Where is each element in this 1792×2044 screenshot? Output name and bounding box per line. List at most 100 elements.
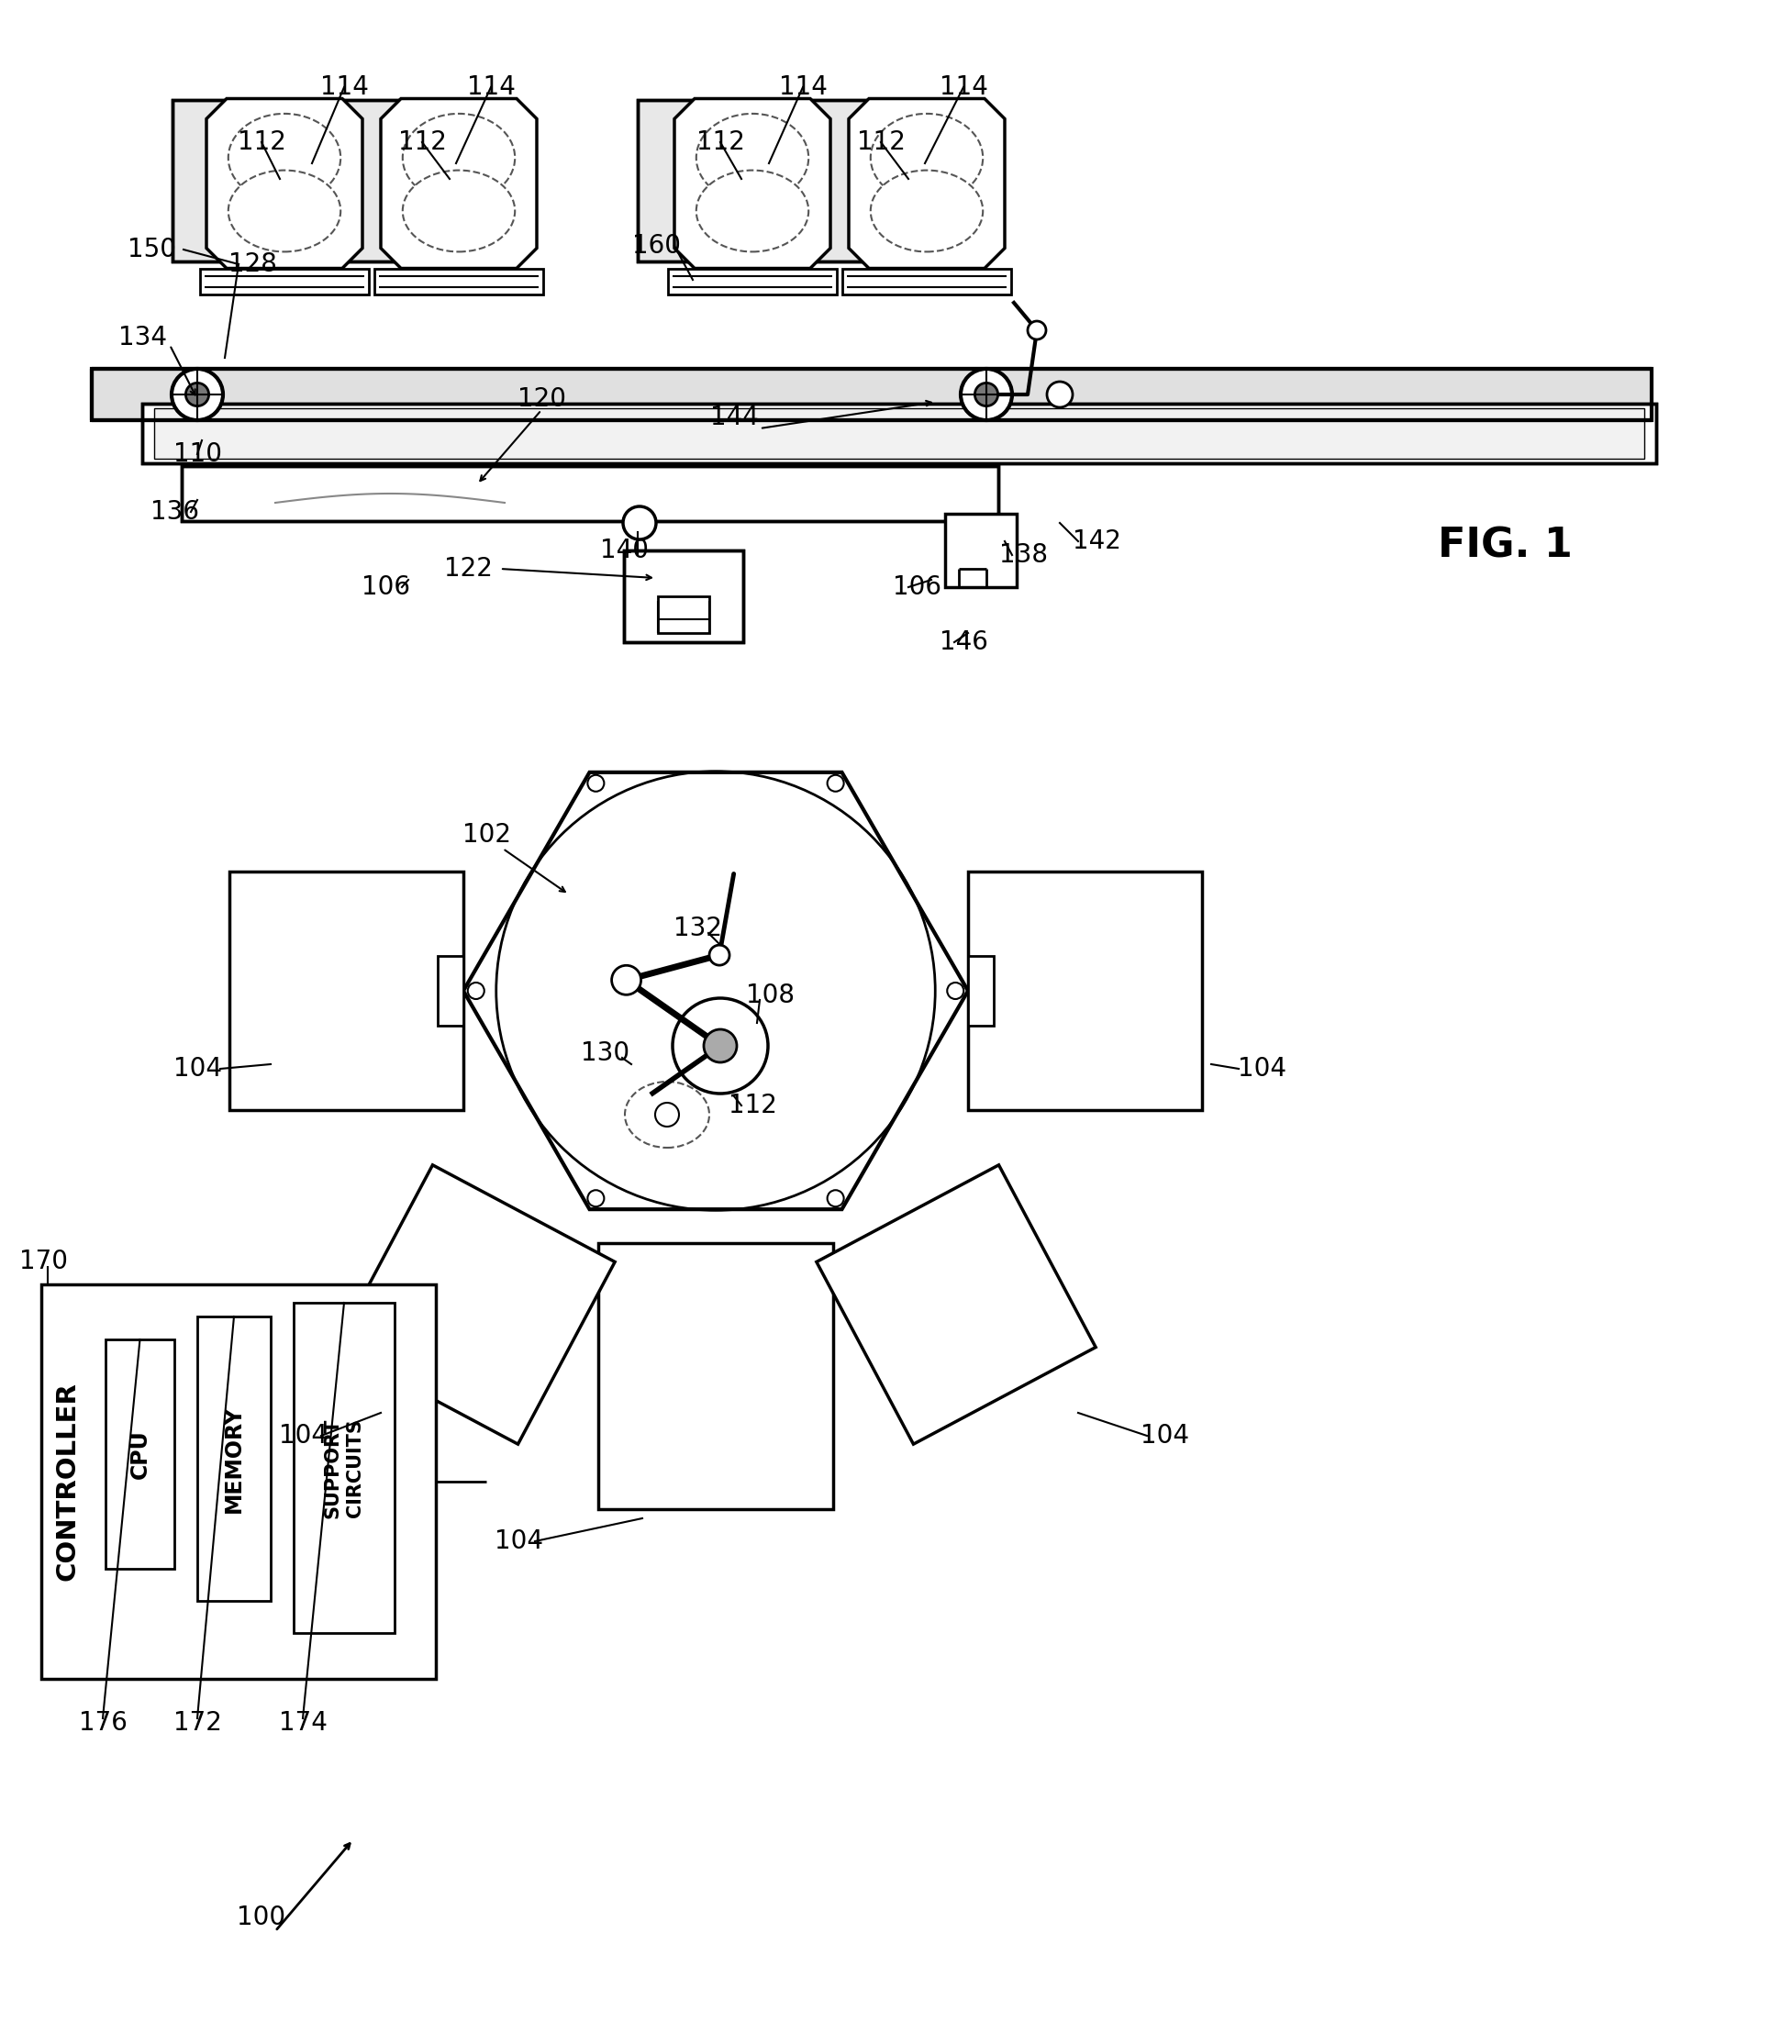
Circle shape <box>611 965 642 995</box>
Circle shape <box>588 1190 604 1206</box>
Ellipse shape <box>697 114 808 202</box>
Text: 106: 106 <box>892 574 943 601</box>
Text: 110: 110 <box>174 442 222 466</box>
Ellipse shape <box>697 170 808 251</box>
Circle shape <box>948 983 964 1000</box>
Bar <box>181 466 998 521</box>
Bar <box>142 403 1656 464</box>
Ellipse shape <box>228 170 340 251</box>
Bar <box>229 871 464 1110</box>
Text: 104: 104 <box>174 1057 222 1081</box>
Text: SUPPORT
CIRCUITS: SUPPORT CIRCUITS <box>324 1419 364 1519</box>
Text: 106: 106 <box>360 574 410 601</box>
Bar <box>624 550 744 642</box>
Text: MEMORY: MEMORY <box>222 1404 246 1513</box>
Text: 104: 104 <box>1142 1423 1190 1449</box>
Text: 132: 132 <box>674 916 722 942</box>
Circle shape <box>624 507 656 540</box>
Bar <box>842 268 1011 294</box>
Circle shape <box>1027 321 1047 339</box>
Circle shape <box>588 775 604 791</box>
Text: 104: 104 <box>1236 1057 1287 1081</box>
Bar <box>172 100 513 262</box>
Bar <box>197 1316 271 1600</box>
Circle shape <box>828 775 844 791</box>
Text: 102: 102 <box>462 822 511 848</box>
Ellipse shape <box>871 170 982 251</box>
Text: 120: 120 <box>518 386 566 413</box>
Bar <box>638 100 977 262</box>
Bar <box>181 466 998 521</box>
Bar <box>91 368 1652 421</box>
Circle shape <box>468 983 484 1000</box>
Circle shape <box>710 944 729 965</box>
Text: 112: 112 <box>237 129 285 155</box>
Text: CONTROLLER: CONTROLLER <box>54 1382 81 1582</box>
Text: 114: 114 <box>778 74 828 100</box>
Text: 150: 150 <box>127 237 176 262</box>
Text: 130: 130 <box>581 1040 631 1067</box>
Text: 122: 122 <box>444 556 493 583</box>
Circle shape <box>961 368 1012 421</box>
Text: 108: 108 <box>747 983 796 1008</box>
Text: 138: 138 <box>998 542 1047 568</box>
Circle shape <box>1047 382 1073 407</box>
Circle shape <box>672 997 769 1094</box>
Text: 112: 112 <box>728 1094 776 1118</box>
Text: 136: 136 <box>151 499 199 525</box>
Bar <box>201 268 369 294</box>
Text: 114: 114 <box>466 74 514 100</box>
Bar <box>154 409 1645 458</box>
Text: 140: 140 <box>600 538 649 564</box>
Text: 112: 112 <box>398 129 446 155</box>
Bar <box>599 1243 833 1508</box>
Circle shape <box>172 368 222 421</box>
Text: CPU: CPU <box>129 1429 151 1478</box>
Text: 142: 142 <box>1072 529 1120 554</box>
Text: 170: 170 <box>18 1249 68 1273</box>
Text: 104: 104 <box>495 1529 543 1553</box>
Bar <box>375 268 543 294</box>
Bar <box>624 550 744 642</box>
Ellipse shape <box>403 170 514 251</box>
Bar <box>172 100 513 262</box>
Circle shape <box>975 382 998 407</box>
Polygon shape <box>849 98 1005 268</box>
Bar <box>944 513 1016 587</box>
Text: 128: 128 <box>228 251 276 278</box>
Polygon shape <box>335 1165 615 1445</box>
Bar <box>41 1284 435 1678</box>
Text: 146: 146 <box>939 630 987 654</box>
Ellipse shape <box>228 114 340 202</box>
Text: 104: 104 <box>278 1423 328 1449</box>
Bar <box>437 957 464 1026</box>
Polygon shape <box>380 98 538 268</box>
Bar <box>106 1339 174 1570</box>
Polygon shape <box>464 773 968 1210</box>
Circle shape <box>186 382 210 407</box>
Polygon shape <box>817 1165 1095 1445</box>
Text: 174: 174 <box>278 1711 328 1735</box>
Text: 112: 112 <box>695 129 744 155</box>
Text: 160: 160 <box>633 233 681 260</box>
Text: 144: 144 <box>710 405 758 431</box>
Polygon shape <box>206 98 362 268</box>
Bar <box>142 403 1656 464</box>
Bar <box>968 957 995 1026</box>
Text: 114: 114 <box>319 74 369 100</box>
Text: FIG. 1: FIG. 1 <box>1437 525 1572 566</box>
Text: 100: 100 <box>237 1905 287 1930</box>
Text: 112: 112 <box>857 129 905 155</box>
Polygon shape <box>674 98 830 268</box>
Bar <box>638 100 977 262</box>
Ellipse shape <box>871 114 982 202</box>
Bar <box>668 268 837 294</box>
Text: 134: 134 <box>118 325 167 350</box>
Circle shape <box>828 1190 844 1206</box>
Bar <box>968 871 1202 1110</box>
Bar <box>91 368 1652 421</box>
Bar <box>294 1302 394 1633</box>
Text: 172: 172 <box>174 1711 222 1735</box>
Circle shape <box>656 1102 679 1126</box>
Text: 176: 176 <box>79 1711 127 1735</box>
